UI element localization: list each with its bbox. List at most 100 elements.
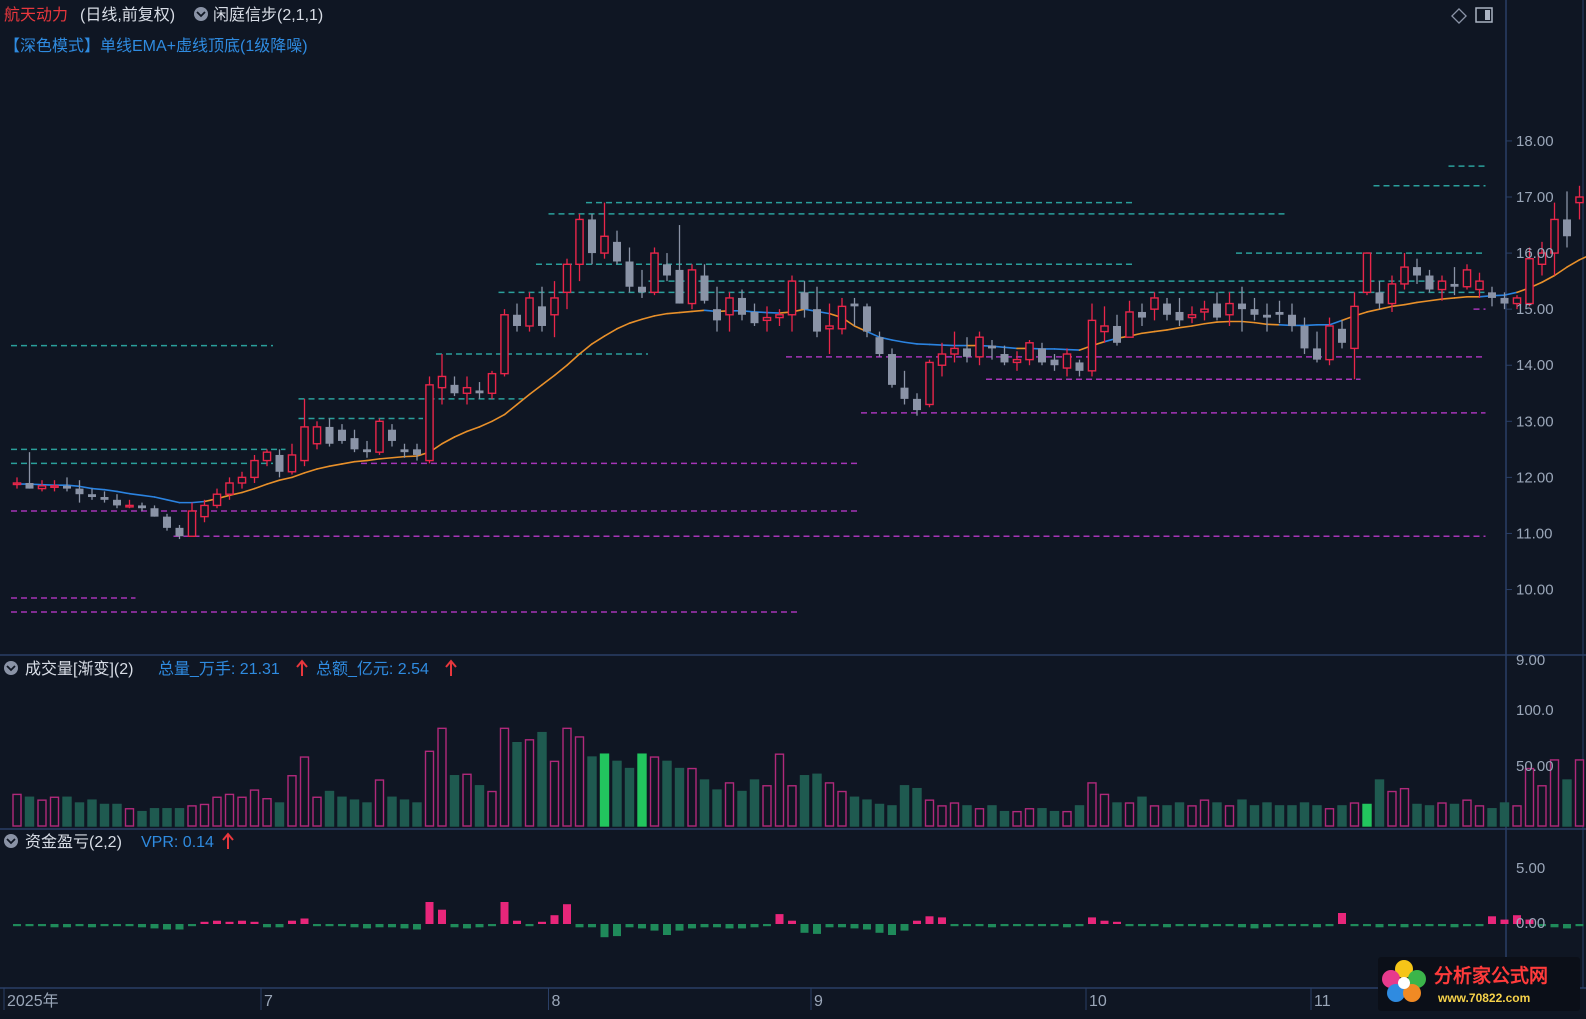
- volume-toggle-icon[interactable]: [4, 661, 18, 675]
- capital-bar: [188, 924, 196, 926]
- candle-body: [163, 517, 171, 528]
- volume-bar: [513, 743, 521, 826]
- capital-bar: [751, 924, 759, 927]
- capital-bar: [1326, 924, 1334, 926]
- volume-bar: [1363, 804, 1371, 826]
- volume-bar: [63, 797, 71, 826]
- volume-bar: [1051, 812, 1059, 826]
- volume-bar: [663, 761, 671, 826]
- candle: [526, 292, 533, 331]
- capital-toggle-icon[interactable]: [4, 834, 18, 848]
- volume-bar: [488, 792, 496, 826]
- capital-bar: [463, 924, 471, 928]
- volume-bar: [351, 800, 359, 826]
- volume-tick-label: 50.00: [1516, 758, 1554, 775]
- candle-body: [126, 505, 133, 507]
- candle-body: [476, 390, 484, 393]
- period-label[interactable]: (日线,前复权): [80, 6, 175, 24]
- candle-body: [1163, 304, 1171, 315]
- candle-body: [1413, 267, 1421, 275]
- capital-bar: [376, 924, 384, 927]
- indicator-name[interactable]: 闲庭信步(2,1,1): [213, 6, 323, 24]
- candle: [888, 348, 896, 387]
- indicator-toggle-icon[interactable]: [194, 7, 208, 21]
- capital-bar: [826, 924, 834, 927]
- candle-body: [1526, 259, 1533, 304]
- capital-bar: [163, 924, 171, 930]
- volume-bar: [1063, 812, 1071, 826]
- candle-body: [551, 298, 558, 315]
- candle-body: [1401, 267, 1408, 284]
- capital-bar: [626, 924, 634, 927]
- capital-bar: [1363, 924, 1371, 926]
- candle-body: [1326, 326, 1333, 360]
- capital-bar: [426, 902, 434, 924]
- capital-bar: [1001, 924, 1009, 926]
- candle-body: [1388, 284, 1395, 304]
- capital-bar: [838, 924, 846, 927]
- volume-bar: [363, 803, 371, 826]
- capital-panel-title[interactable]: 资金盈亏(2,2): [25, 833, 122, 851]
- capital-bar: [788, 921, 796, 924]
- volume-bar: [401, 800, 409, 826]
- volume-bar: [1188, 806, 1196, 826]
- capital-bar: [1226, 924, 1234, 926]
- candle-body: [1313, 348, 1321, 359]
- capital-bar: [588, 924, 596, 927]
- volume-bar: [1451, 804, 1459, 826]
- candle-body: [788, 281, 795, 315]
- candle-body: [651, 253, 658, 292]
- capital-bar: [1376, 924, 1384, 927]
- capital-bar: [813, 924, 821, 934]
- volume-bar: [701, 780, 709, 826]
- candle-body: [1563, 219, 1571, 236]
- candle-body: [1201, 309, 1208, 312]
- capital-bar: [1051, 924, 1059, 926]
- volume-bar: [188, 806, 196, 826]
- candle-body: [688, 270, 695, 304]
- capital-bar: [301, 919, 309, 925]
- capital-bar: [13, 924, 21, 926]
- capital-bar: [713, 924, 721, 927]
- volume-panel-title[interactable]: 成交量[渐变](2): [25, 660, 133, 678]
- capital-bar: [1088, 917, 1096, 924]
- ema-segment: [692, 310, 705, 311]
- capital-bar: [926, 916, 934, 924]
- candle-body: [338, 430, 346, 441]
- ema-segment: [767, 313, 780, 314]
- volume-bar: [101, 804, 109, 826]
- candle: [926, 360, 933, 408]
- volume-bar: [1038, 809, 1046, 826]
- capital-bar: [63, 924, 71, 927]
- capital-bar: [613, 924, 621, 936]
- candle: [688, 264, 695, 309]
- candle-body: [1076, 362, 1084, 370]
- candle-body: [101, 497, 109, 500]
- capital-bar: [1163, 924, 1171, 927]
- capital-bar: [576, 924, 584, 927]
- candle-body: [1001, 354, 1009, 362]
- candle-body: [776, 315, 783, 318]
- candle-body: [763, 318, 770, 321]
- volume-bar: [838, 792, 846, 826]
- volume-bar: [251, 790, 259, 826]
- candle-body: [26, 483, 34, 489]
- candle-body: [976, 337, 983, 357]
- candle-body: [1138, 312, 1146, 318]
- volume-bar: [901, 786, 909, 826]
- capital-bar: [1138, 924, 1146, 926]
- ema-segment: [1067, 350, 1080, 351]
- capital-bar: [363, 924, 371, 928]
- stock-symbol-name[interactable]: 航天动力: [4, 6, 68, 24]
- candle-body: [263, 452, 270, 460]
- volume-bar: [613, 761, 621, 826]
- capital-bar: [901, 924, 909, 931]
- volume-bar: [851, 797, 859, 826]
- capital-bar: [988, 924, 996, 927]
- capital-bar: [1426, 924, 1434, 926]
- indicator-subtitle: 【深色模式】单线EMA+虚线顶底(1级降噪): [4, 37, 308, 55]
- capital-bar: [1288, 924, 1296, 926]
- date-tick-label: 11: [1314, 993, 1331, 1010]
